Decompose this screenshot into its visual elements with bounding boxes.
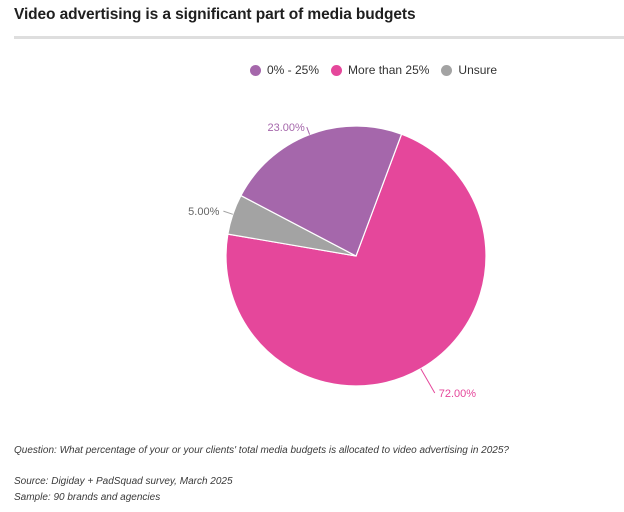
legend-swatch-0-25 <box>250 64 261 76</box>
legend-swatch-unsure <box>441 64 453 76</box>
legend-item-unsure[interactable]: Unsure <box>441 63 497 77</box>
chart-title: Video advertising is a significant part … <box>14 6 416 23</box>
legend-label-unsure: Unsure <box>458 63 498 77</box>
legend-item-more-than-25[interactable]: More than 25% <box>331 63 429 77</box>
data-label-leader-0 <box>306 126 311 135</box>
data-label-leader-1 <box>420 368 436 394</box>
sample-note: Sample: 90 brands and agencies <box>14 492 161 503</box>
survey-question: Question: What percentage of your or you… <box>14 445 509 456</box>
legend-swatch-more-than-25 <box>331 64 343 76</box>
pie-slice-0-25[interactable] <box>240 125 403 257</box>
legend-label-more-than-25: More than 25% <box>348 63 430 77</box>
data-label-0: 23.00% <box>267 122 305 134</box>
title-divider <box>14 36 624 39</box>
legend-item-0-25[interactable]: 0% - 25% <box>250 63 319 77</box>
legend-label-0-25: 0% - 25% <box>267 63 320 77</box>
chart-legend: 0% - 25% More than 25% Unsure <box>250 63 509 77</box>
source-note: Source: Digiday + PadSquad survey, March… <box>14 476 233 487</box>
data-label-2: 5.00% <box>188 206 219 218</box>
data-label-1: 72.00% <box>439 388 477 400</box>
data-label-leader-2 <box>223 210 234 215</box>
